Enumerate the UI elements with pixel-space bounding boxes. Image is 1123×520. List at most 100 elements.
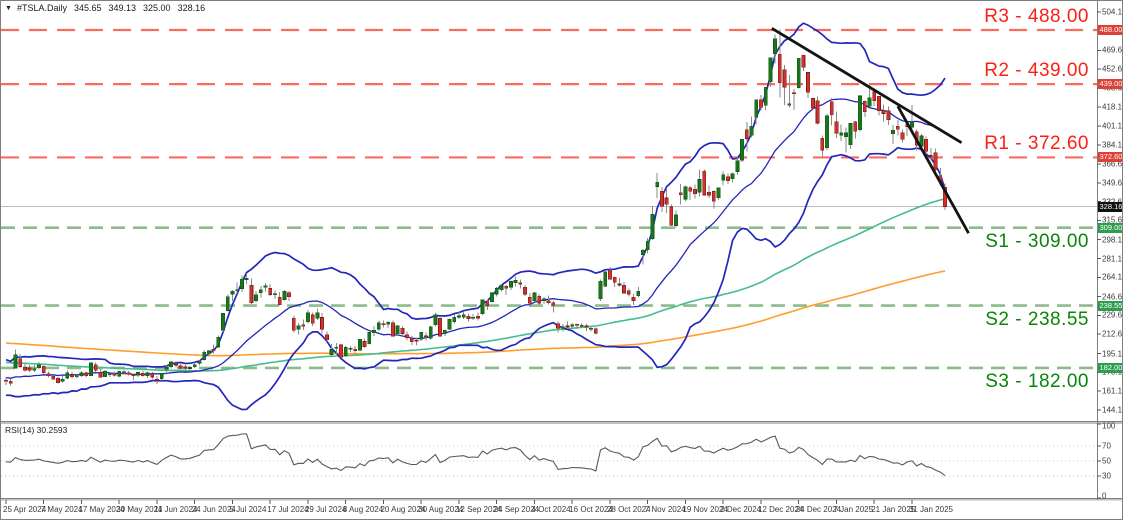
candle-up	[296, 325, 301, 330]
date-tick-label[interactable]: 24 Sep 2024	[493, 505, 540, 514]
candle-down	[122, 371, 126, 374]
candle-down	[98, 372, 103, 378]
candle-up	[169, 361, 174, 368]
price-tick-label: 452.60	[1102, 64, 1123, 74]
candle-down	[131, 374, 136, 377]
date-tick-label[interactable]: 21 Jan 2025	[871, 505, 916, 514]
support-label-s1: S1 - 309.00	[985, 230, 1089, 252]
date-tick-label[interactable]: 17 May 2024	[78, 505, 125, 514]
date-tick-label[interactable]: 12 Dec 2024	[757, 505, 804, 514]
candle-up	[735, 160, 740, 172]
date-tick-label[interactable]: 31 Jan 2025	[908, 505, 953, 514]
candle-up	[13, 354, 18, 369]
candle-up	[697, 179, 702, 193]
date-tick-label[interactable]: 2 Dec 2024	[720, 505, 762, 514]
date-tick-label[interactable]: 24 Dec 2024	[795, 505, 842, 514]
rsi-tick-label: 50	[1102, 456, 1111, 466]
resistance-label-r2: R2 - 439.00	[984, 60, 1089, 82]
candle-down	[4, 379, 8, 382]
date-tick-label[interactable]: 25 Apr 2024	[3, 505, 47, 514]
candle-down	[155, 378, 159, 381]
candle-up	[490, 292, 494, 303]
date-tick-label[interactable]: 11 Jun 2024	[153, 505, 198, 514]
candle-up	[60, 378, 65, 382]
candle-up	[145, 372, 150, 376]
symbol-title-bar: ▼ #TSLA.Daily 345.65 349.13 325.00 328.1…	[5, 3, 205, 13]
candle-up	[532, 292, 537, 301]
current-price-badge: 328.16	[1098, 201, 1123, 212]
date-tick-label[interactable]: 19 Nov 2024	[682, 505, 728, 514]
date-tick-label[interactable]: 4 Oct 2024	[531, 505, 571, 514]
trendline-1[interactable]	[771, 27, 963, 144]
price-tick-label: 229.60	[1102, 310, 1123, 320]
candle-down	[324, 334, 329, 340]
candle-down	[810, 98, 815, 109]
candle-down	[178, 365, 183, 369]
support-label-s2: S2 - 238.55	[985, 308, 1089, 330]
candle-down	[631, 296, 636, 302]
pane-divider[interactable]	[1, 421, 1123, 424]
candle-up	[372, 330, 376, 333]
candle-up	[674, 214, 678, 227]
date-tick-label[interactable]: 16 Oct 2024	[569, 505, 613, 514]
candle-up	[721, 174, 726, 181]
candle-up	[560, 326, 565, 329]
candle-down	[556, 323, 560, 329]
price-tick-label: 281.10	[1102, 254, 1123, 264]
price-tick-label: 246.60	[1102, 292, 1123, 302]
candle-up	[471, 316, 476, 319]
symbol-dropdown-icon[interactable]: ▼	[5, 4, 12, 12]
candle-up	[235, 289, 240, 291]
candle-up	[254, 294, 258, 301]
candle-down	[924, 139, 929, 152]
candle-up	[768, 57, 773, 83]
date-tick-label[interactable]: 30 May 2024	[116, 505, 163, 514]
price-tick-label: 384.10	[1102, 140, 1123, 150]
date-tick-label[interactable]: 12 Sep 2024	[455, 505, 502, 514]
candle-down	[900, 132, 905, 140]
candle-up	[74, 375, 79, 378]
candle-down	[173, 363, 178, 366]
trendline-2[interactable]	[896, 105, 970, 234]
price-tick-label: 504.10	[1102, 7, 1123, 17]
date-tick-label[interactable]: 8 Aug 2024	[342, 505, 384, 514]
candle-up	[79, 372, 84, 377]
candle-up	[334, 347, 339, 349]
candle-up	[315, 312, 320, 319]
resistance-badge-r3: 488.00	[1098, 24, 1123, 35]
candle-down	[711, 191, 716, 202]
date-tick-label[interactable]: 29 Jul 2024	[304, 505, 347, 514]
candle-up	[579, 324, 584, 327]
candle-down	[877, 95, 881, 111]
candle-down	[820, 137, 825, 151]
candle-down	[853, 121, 858, 132]
date-tick-label[interactable]: 5 Jul 2024	[229, 505, 267, 514]
date-tick-label[interactable]: 30 Aug 2024	[418, 505, 464, 514]
rsi-tick-label: 70	[1102, 441, 1111, 451]
candle-down	[18, 358, 23, 367]
support-badge-s2: 238.55	[1098, 300, 1123, 311]
ma-fast-line	[5, 198, 946, 372]
date-tick-label[interactable]: 17 Jul 2024	[267, 505, 309, 514]
rsi-bottom-divider[interactable]	[1, 498, 1123, 501]
candle-up	[159, 372, 164, 379]
candle-up	[787, 103, 792, 106]
candle-up	[117, 371, 122, 377]
date-tick-label[interactable]: 20 Aug 2024	[380, 505, 426, 514]
date-tick-label[interactable]: 28 Oct 2024	[606, 505, 651, 514]
candle-down	[801, 54, 806, 68]
date-tick-label[interactable]: 7 Nov 2024	[644, 505, 686, 514]
candle-down	[353, 348, 358, 352]
candle-down	[928, 155, 933, 157]
candle-up	[65, 372, 70, 379]
price-tick-label: 401.10	[1102, 121, 1123, 131]
candle-up	[37, 364, 41, 368]
date-tick-label[interactable]: 7 Jan 2025	[833, 505, 874, 514]
candle-down	[277, 296, 282, 306]
date-tick-label[interactable]: 24 Jun 2024	[191, 505, 236, 514]
candle-down	[362, 341, 367, 347]
date-tick-label[interactable]: 7 May 2024	[40, 505, 83, 514]
candle-down	[575, 324, 579, 326]
candle-down	[485, 301, 490, 307]
